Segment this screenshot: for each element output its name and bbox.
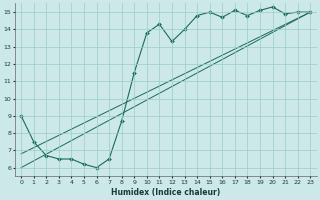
X-axis label: Humidex (Indice chaleur): Humidex (Indice chaleur)	[111, 188, 220, 197]
